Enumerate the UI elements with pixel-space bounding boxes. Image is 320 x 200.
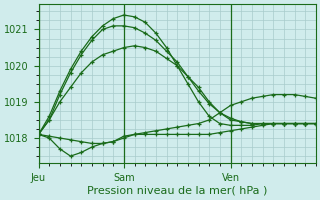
X-axis label: Pression niveau de la mer( hPa ): Pression niveau de la mer( hPa ) [87, 186, 268, 196]
